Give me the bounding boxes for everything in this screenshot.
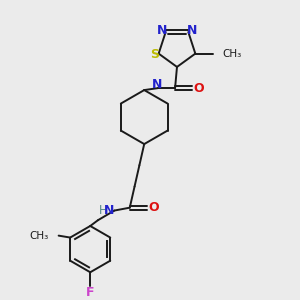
Text: S: S bbox=[150, 48, 159, 61]
Text: N: N bbox=[104, 204, 115, 217]
Text: O: O bbox=[194, 82, 205, 94]
Text: CH₃: CH₃ bbox=[222, 49, 242, 58]
Text: N: N bbox=[157, 24, 167, 37]
Text: O: O bbox=[148, 201, 159, 214]
Text: CH₃: CH₃ bbox=[30, 231, 49, 241]
Text: N: N bbox=[187, 24, 197, 37]
Text: F: F bbox=[86, 286, 94, 299]
Text: N: N bbox=[152, 78, 162, 91]
Text: H: H bbox=[98, 204, 107, 217]
